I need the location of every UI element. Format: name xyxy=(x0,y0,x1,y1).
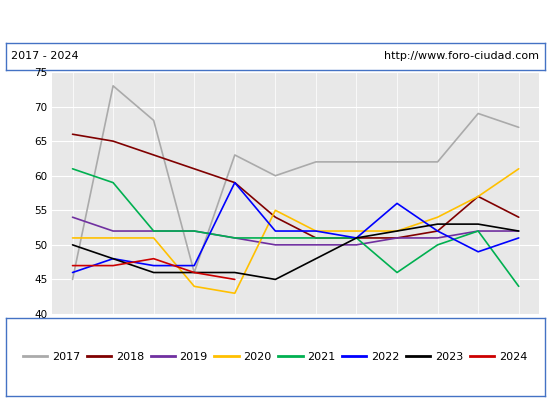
Legend: 2017, 2018, 2019, 2020, 2021, 2022, 2023, 2024: 2017, 2018, 2019, 2020, 2021, 2022, 2023… xyxy=(19,348,531,366)
Text: http://www.foro-ciudad.com: http://www.foro-ciudad.com xyxy=(384,51,539,61)
Text: Evolucion del paro registrado en Guardiola de Berguedà: Evolucion del paro registrado en Guardio… xyxy=(87,14,463,28)
Text: 2017 - 2024: 2017 - 2024 xyxy=(11,51,79,61)
